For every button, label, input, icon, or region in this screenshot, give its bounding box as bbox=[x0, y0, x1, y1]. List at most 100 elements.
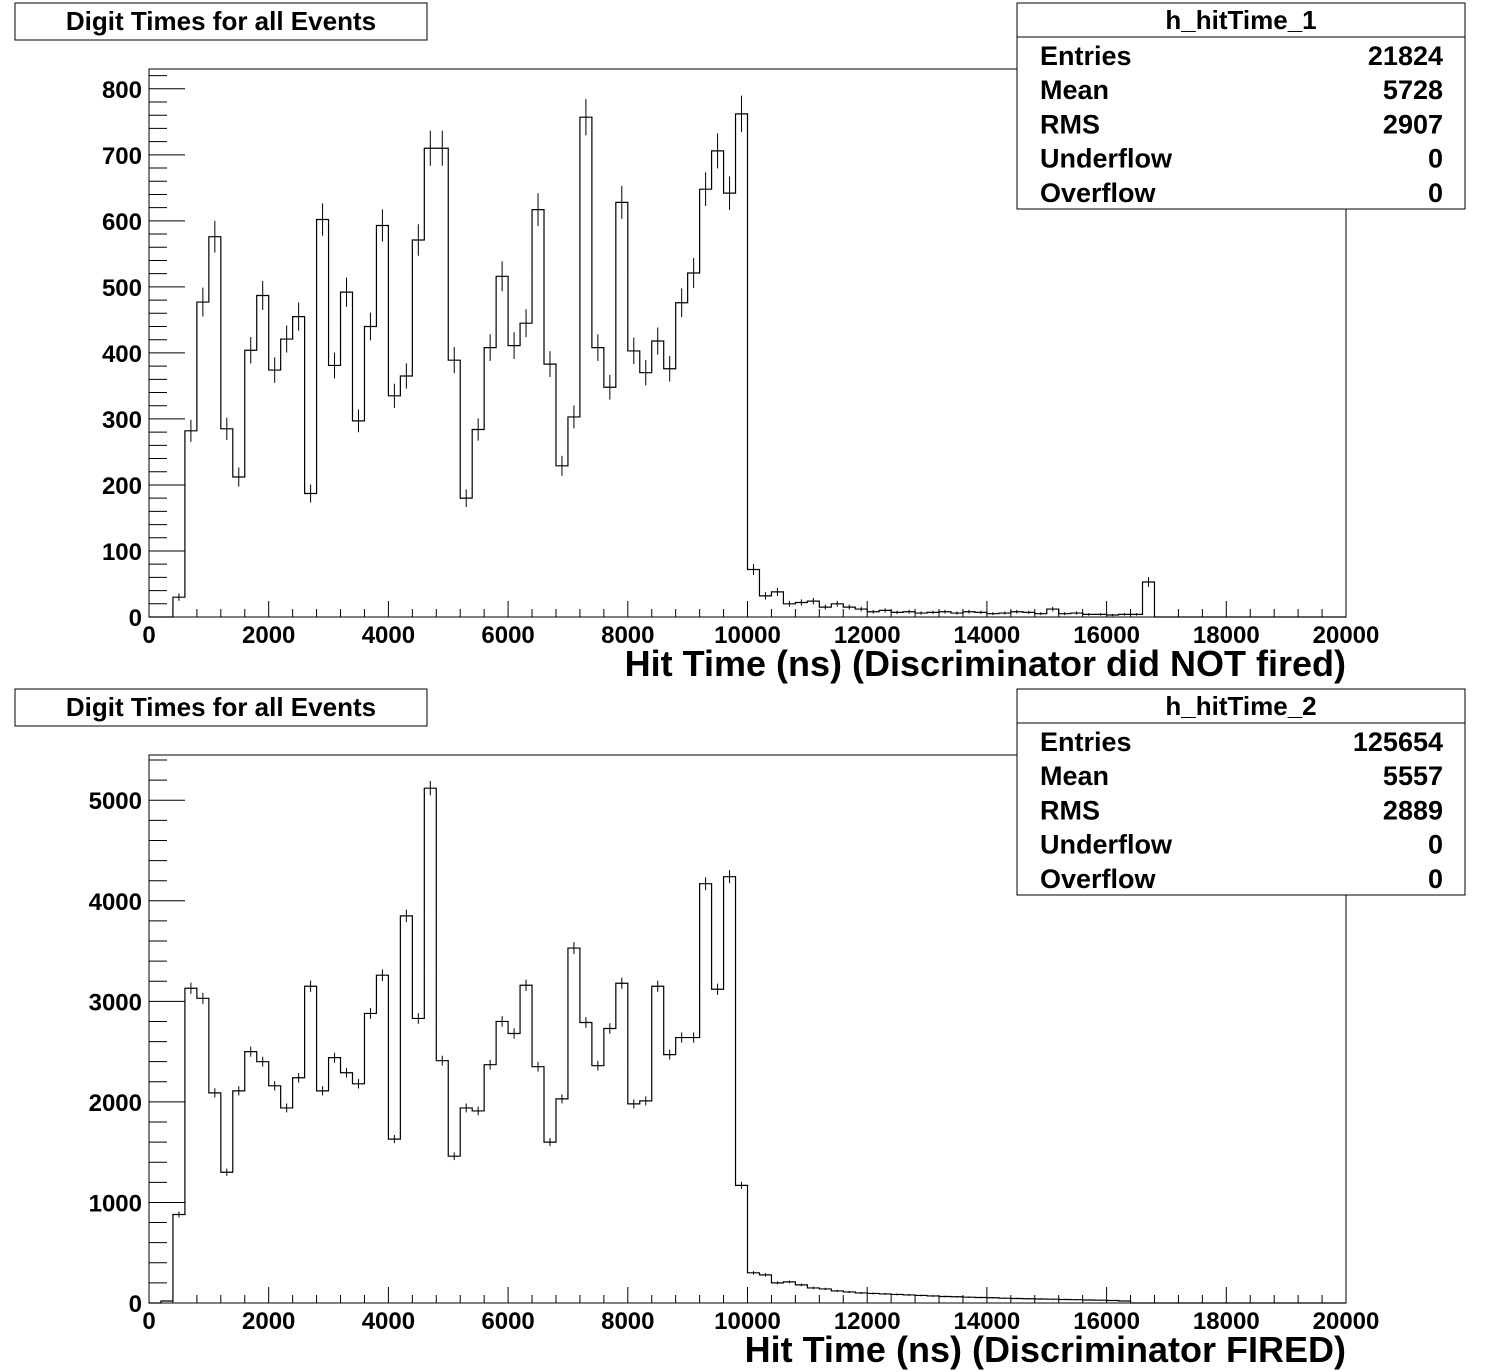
x-tick-label: 12000 bbox=[834, 1308, 901, 1335]
histogram-bin bbox=[556, 1099, 568, 1303]
y-tick-label: 5000 bbox=[89, 788, 142, 815]
histogram-bin bbox=[688, 273, 700, 617]
histogram-bin bbox=[293, 317, 305, 617]
x-tick-label: 8000 bbox=[601, 622, 654, 649]
hit-time-chart-fired: Digit Times for all Events 0 1000 2000 3000 4… bbox=[0, 686, 1496, 1372]
histogram-bin bbox=[436, 1061, 448, 1303]
histogram-bin bbox=[209, 1093, 221, 1303]
histogram-bin bbox=[700, 189, 712, 617]
x-tick-label: 12000 bbox=[834, 622, 901, 649]
histogram-bin bbox=[891, 1294, 903, 1303]
histogram-bin bbox=[915, 1295, 927, 1303]
stats-name: h_hitTime_2 bbox=[1165, 691, 1316, 721]
histogram-bin bbox=[305, 494, 317, 617]
histogram-bin bbox=[759, 1275, 771, 1303]
y-tick-label: 600 bbox=[102, 209, 142, 236]
histogram-bin bbox=[317, 1091, 329, 1303]
y-tick-label: 300 bbox=[102, 407, 142, 434]
histogram-bin bbox=[472, 1111, 484, 1303]
histogram-bin bbox=[724, 193, 736, 617]
histogram-bin bbox=[951, 1297, 963, 1303]
x-tick-label: 14000 bbox=[954, 1308, 1021, 1335]
x-tick-label: 0 bbox=[142, 1308, 155, 1335]
histogram-bin bbox=[364, 326, 376, 617]
stats-value: 0 bbox=[1428, 178, 1443, 208]
histogram-bin bbox=[245, 1052, 257, 1303]
x-tick-label: 8000 bbox=[601, 1308, 654, 1335]
stats-label: Overflow bbox=[1040, 864, 1157, 894]
histogram-bin bbox=[556, 466, 568, 617]
stats-label: Mean bbox=[1040, 761, 1109, 791]
histogram-bin bbox=[496, 1021, 508, 1303]
x-tick-label: 14000 bbox=[954, 622, 1021, 649]
histogram-bin bbox=[269, 370, 281, 617]
histogram-bin bbox=[520, 985, 532, 1303]
y-tick-label: 0 bbox=[129, 1291, 142, 1318]
histogram-bin bbox=[484, 1065, 496, 1303]
histogram-bin bbox=[257, 1062, 269, 1303]
y-tick-label: 800 bbox=[102, 77, 142, 104]
x-tick-label: 20000 bbox=[1313, 1308, 1380, 1335]
histogram-bin bbox=[185, 988, 197, 1303]
histogram-bin bbox=[400, 376, 412, 617]
histogram-bin bbox=[616, 983, 628, 1303]
histogram-bin bbox=[568, 948, 580, 1303]
histogram-bin bbox=[652, 341, 664, 617]
histogram-outline bbox=[149, 787, 1346, 1304]
histogram-bin bbox=[233, 477, 245, 617]
y-tick-label: 1000 bbox=[89, 1190, 142, 1217]
histogram-bin bbox=[460, 498, 472, 617]
x-tick-label: 18000 bbox=[1193, 622, 1260, 649]
x-axis-label: Hit Time (ns) (Discriminator FIRED) bbox=[745, 1329, 1346, 1370]
histogram-bin bbox=[1143, 582, 1155, 617]
chart-title: Digit Times for all Events bbox=[66, 692, 376, 722]
histogram-bin bbox=[376, 225, 388, 617]
stats-label: Underflow bbox=[1040, 144, 1173, 174]
stats-value: 5557 bbox=[1383, 761, 1443, 791]
histogram-outline bbox=[149, 113, 1346, 618]
x-tick-label: 16000 bbox=[1073, 1308, 1140, 1335]
stats-value: 2889 bbox=[1383, 795, 1443, 825]
histogram-bin bbox=[293, 1078, 305, 1303]
stats-value: 0 bbox=[1428, 830, 1443, 860]
histogram-bin bbox=[532, 210, 544, 617]
histogram-bin bbox=[580, 117, 592, 617]
histogram-bin bbox=[197, 998, 209, 1303]
stats-label: Entries bbox=[1040, 41, 1132, 71]
histogram-bin bbox=[604, 1028, 616, 1303]
histogram-bin bbox=[448, 360, 460, 617]
y-tick-label: 0 bbox=[129, 605, 142, 632]
histogram-bin bbox=[281, 339, 293, 617]
histogram-bin bbox=[376, 975, 388, 1303]
histogram-bin bbox=[963, 1297, 975, 1303]
histogram-bin bbox=[819, 1289, 831, 1303]
stats-value: 0 bbox=[1428, 864, 1443, 894]
stats-label: Underflow bbox=[1040, 830, 1173, 860]
x-axis-label: Hit Time (ns) (Discriminator did NOT fir… bbox=[625, 643, 1346, 684]
histogram-bin bbox=[472, 429, 484, 617]
histogram-bin bbox=[233, 1091, 245, 1303]
histogram-bin bbox=[712, 151, 724, 617]
histogram-bin bbox=[388, 396, 400, 617]
histogram-bin bbox=[508, 346, 520, 617]
stats-value: 125654 bbox=[1353, 727, 1443, 757]
histogram-bin bbox=[317, 220, 329, 617]
x-tick-label: 18000 bbox=[1193, 1308, 1260, 1335]
histogram-bin bbox=[867, 1293, 879, 1303]
x-tick-label: 6000 bbox=[481, 622, 534, 649]
histogram-bin bbox=[592, 348, 604, 617]
histogram-bin bbox=[975, 1297, 987, 1303]
histogram-bin bbox=[616, 202, 628, 617]
x-tick-label: 20000 bbox=[1313, 622, 1380, 649]
stats-label: RMS bbox=[1040, 795, 1100, 825]
stats-value: 5728 bbox=[1383, 75, 1443, 105]
x-tick-label: 4000 bbox=[362, 622, 415, 649]
histogram-bin bbox=[221, 1172, 233, 1303]
histogram-bin bbox=[676, 1038, 688, 1303]
histogram-bin bbox=[412, 240, 424, 617]
y-tick-label: 200 bbox=[102, 473, 142, 500]
y-tick-label: 100 bbox=[102, 539, 142, 566]
histogram-bin bbox=[592, 1066, 604, 1303]
histogram-bin bbox=[664, 1055, 676, 1303]
histogram-bin bbox=[173, 1215, 185, 1303]
